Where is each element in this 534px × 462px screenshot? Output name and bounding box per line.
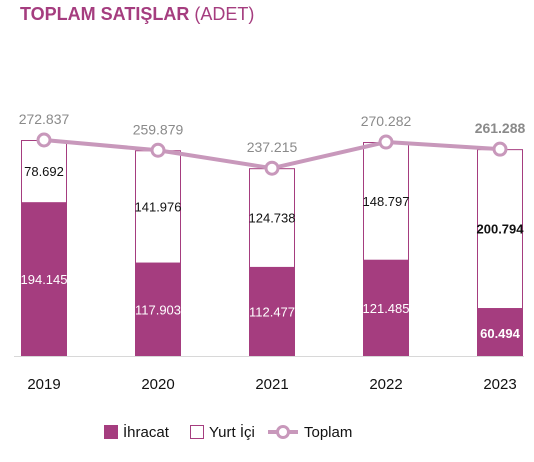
- chart-title-unit: (ADET): [194, 4, 255, 24]
- label-toplam-2019: 272.837: [19, 111, 70, 127]
- bar-ihracat-2023: [477, 308, 523, 356]
- point-toplam-2020: [150, 142, 166, 158]
- x-tick-2020: 2020: [141, 376, 174, 393]
- bar-ihracat-2022: [363, 259, 409, 356]
- label-toplam-2023: 261.288: [475, 120, 526, 136]
- chart-title-main: TOPLAM SATIŞLAR: [20, 4, 190, 24]
- bar-ihracat-2020: [135, 262, 181, 356]
- bar-ihracat-2021: [249, 266, 295, 356]
- legend-swatch-yurt-ici: [190, 425, 204, 439]
- label-ihracat-2019: 194.145: [21, 272, 68, 287]
- label-yurt-ici-2022: 148.797: [363, 194, 410, 209]
- x-tick-2023: 2023: [483, 376, 516, 393]
- chart-title: TOPLAM SATIŞLAR (ADET): [20, 4, 254, 25]
- x-tick-2019: 2019: [27, 376, 60, 393]
- x-tick-2021: 2021: [255, 376, 288, 393]
- label-toplam-2020: 259.879: [133, 121, 184, 137]
- bar-yurt-ici-2019: [21, 140, 67, 204]
- label-toplam-2022: 270.282: [361, 113, 412, 129]
- label-ihracat-2021: 112.477: [249, 304, 295, 319]
- legend-label-toplam: Toplam: [304, 424, 352, 441]
- point-toplam-2021: [264, 160, 280, 176]
- point-toplam-2019: [36, 132, 52, 148]
- point-toplam-2023: [492, 141, 508, 157]
- legend-swatch-ihracat: [104, 425, 118, 439]
- label-toplam-2021: 237.215: [247, 139, 298, 155]
- legend-marker-toplam: [276, 425, 290, 439]
- label-ihracat-2023: 60.494: [480, 326, 521, 341]
- point-toplam-2022: [378, 134, 394, 150]
- bar-ihracat-2019: [21, 202, 67, 356]
- label-ihracat-2022: 121.485: [363, 301, 410, 316]
- label-yurt-ici-2020: 141.976: [135, 199, 182, 214]
- label-yurt-ici-2021: 124.738: [249, 211, 296, 226]
- legend-label-ihracat: İhracat: [123, 423, 170, 441]
- x-tick-2022: 2022: [369, 376, 402, 393]
- label-ihracat-2020: 117.903: [135, 302, 181, 317]
- label-yurt-ici-2019: 78.692: [24, 164, 64, 179]
- bar-yurt-ici-2020: [135, 150, 181, 264]
- label-yurt-ici-2023: 200.794: [477, 222, 525, 237]
- legend-label-yurt-ici: Yurt İçi: [209, 423, 255, 441]
